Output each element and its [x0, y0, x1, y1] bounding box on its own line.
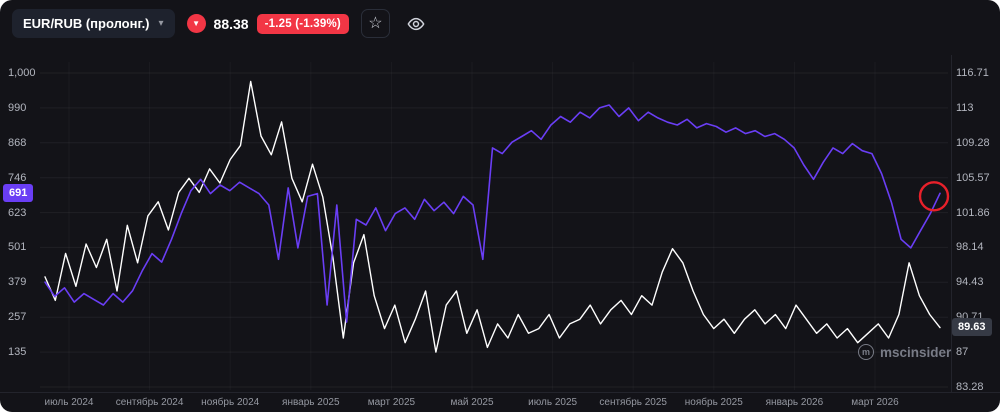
left-tick-label: 257: [8, 311, 27, 324]
right-tick-label: 113: [956, 101, 974, 114]
eye-icon: [407, 17, 425, 30]
arrow-down-circle-icon: ▼: [186, 14, 206, 33]
right-tick-label: 83.28: [956, 381, 984, 393]
favorite-button[interactable]: ☆: [360, 9, 390, 38]
symbol-label: EUR/RUB (пролонг.): [23, 16, 150, 31]
left-tick-label: 501: [8, 241, 27, 254]
left-tick-label: 990: [8, 101, 27, 114]
left-tick-label: 1,000: [8, 67, 36, 79]
compare-left-scale-line: [44, 104, 941, 323]
x-tick-label: ноябрь 2025: [684, 397, 743, 408]
left-tick-label: 623: [8, 206, 27, 219]
right-tick-label: 105.57: [956, 171, 990, 184]
right-axis-badge: 89.63: [952, 318, 992, 337]
time-axis-separator: [0, 392, 1000, 393]
right-tick-label: 98.14: [956, 241, 984, 254]
right-tick-label: 101.86: [956, 206, 990, 219]
price-group: ▼ 88.38 -1.25 (-1.39%): [186, 13, 349, 34]
left-tick-label: 746: [8, 171, 27, 184]
star-icon: ☆: [368, 14, 383, 32]
x-tick-label: ноябрь 2024: [201, 397, 260, 408]
x-tick-label: сентябрь 2025: [599, 397, 667, 408]
right-axis-separator: [951, 55, 952, 392]
x-tick-label: май 2025: [450, 397, 494, 408]
chevron-down-icon: ▾: [158, 17, 164, 29]
x-tick-label: июль 2025: [528, 397, 578, 408]
right-tick-label: 94.43: [956, 276, 984, 289]
watermark-logo-icon: m: [858, 344, 874, 360]
watermark-text: mscinsider: [880, 344, 952, 360]
annotation-circle: [918, 181, 950, 212]
x-tick-label: июль 2024: [44, 397, 94, 408]
x-tick-label: март 2025: [367, 397, 416, 408]
x-tick-label: сентябрь 2024: [115, 397, 184, 408]
x-tick-label: январь 2026: [765, 397, 824, 408]
toolbar: EUR/RUB (пролонг.) ▾ ▼ 88.38 -1.25 (-1.3…: [12, 9, 431, 38]
watermark: m mscinsider: [858, 344, 951, 360]
price-change-badge: -1.25 (-1.39%): [256, 13, 349, 34]
left-axis-badge: 691: [3, 184, 34, 203]
right-tick-label: 116.71: [956, 67, 989, 79]
left-tick-label: 379: [8, 276, 27, 289]
eur-rub-right-scale-line: [44, 80, 941, 353]
symbol-selector[interactable]: EUR/RUB (пролонг.) ▾: [12, 9, 175, 38]
x-tick-label: март 2026: [851, 397, 899, 408]
visibility-button[interactable]: [402, 9, 431, 38]
right-tick-label: 87: [956, 346, 969, 359]
last-price: 88.38: [213, 15, 249, 32]
right-tick-label: 109.28: [956, 136, 990, 149]
x-tick-label: январь 2025: [282, 397, 340, 408]
left-tick-label: 868: [8, 136, 27, 149]
left-tick-label: 135: [8, 346, 27, 359]
